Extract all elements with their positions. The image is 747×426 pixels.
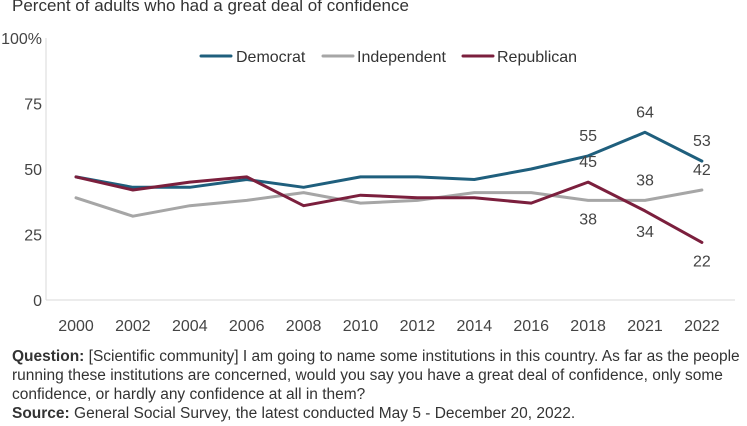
x-tick-label: 2008 <box>286 318 322 335</box>
data-label: 34 <box>636 224 654 241</box>
data-label: 22 <box>693 253 711 270</box>
x-tick-label: 2022 <box>684 318 720 335</box>
x-tick-label: 2014 <box>457 318 493 335</box>
x-tick-label: 2016 <box>513 318 549 335</box>
series-line-independent <box>74 188 704 218</box>
legend-item-republican: Republican <box>461 49 577 66</box>
legend-item-independent: Independent <box>321 49 447 66</box>
chart-notes: Question: [Scientific community] I am go… <box>12 347 740 423</box>
data-label: 55 <box>579 128 597 145</box>
source-note: Source: General Social Survey, the lates… <box>12 404 740 423</box>
legend-label: Democrat <box>236 49 306 66</box>
question-note: Question: [Scientific community] I am go… <box>12 347 740 404</box>
x-tick-label: 2000 <box>58 318 94 335</box>
x-tick-label: 2010 <box>343 318 379 335</box>
x-tick-label: 2002 <box>115 318 151 335</box>
legend-label: Independent <box>357 49 447 66</box>
series-line-democrat <box>74 130 704 189</box>
x-tick-label: 2006 <box>229 318 265 335</box>
x-tick-label: 2012 <box>400 318 436 335</box>
data-label: 38 <box>579 211 597 228</box>
y-tick-label: 50 <box>24 162 42 179</box>
data-label: 64 <box>636 104 654 121</box>
y-tick-label: 0 <box>33 293 42 310</box>
legend-item-democrat: Democrat <box>199 49 306 66</box>
series-line-republican <box>74 175 704 244</box>
y-tick-label: 25 <box>24 228 42 245</box>
question-label: Question: <box>12 348 85 365</box>
line-chart: 0 25 50 75 100% 2000 2002 2004 2006 2008 2010 2012 2… <box>1 31 735 335</box>
data-label: 45 <box>579 154 597 171</box>
x-tick-label: 2004 <box>172 318 208 335</box>
data-label: 42 <box>693 162 711 179</box>
source-label: Source: <box>12 405 70 422</box>
data-label: 38 <box>636 172 654 189</box>
data-label: 53 <box>693 133 711 150</box>
legend-label: Republican <box>497 49 577 66</box>
source-text: General Social Survey, the latest conduc… <box>69 405 576 422</box>
x-tick-label: 2018 <box>570 318 606 335</box>
y-tick-label: 100% <box>1 31 42 48</box>
chart-title: Percent of adults who had a great deal o… <box>12 0 409 15</box>
y-tick-label: 75 <box>24 97 42 114</box>
x-tick-label: 2021 <box>627 318 663 335</box>
question-text: [Scientific community] I am going to nam… <box>12 348 740 403</box>
